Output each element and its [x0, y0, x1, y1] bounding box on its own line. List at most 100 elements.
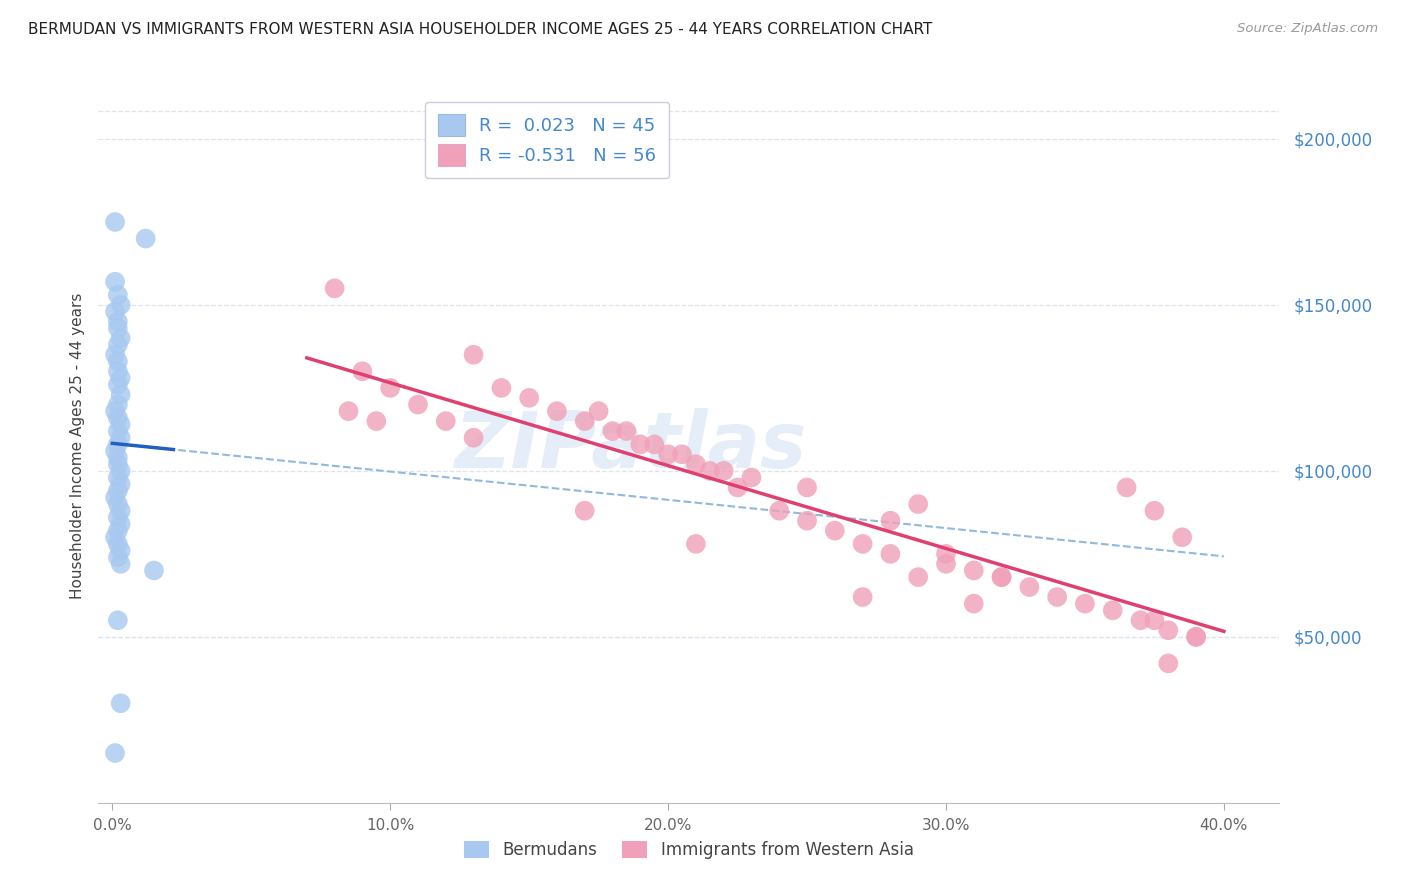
Point: [406, 397, 429, 411]
Point: [107, 410, 129, 425]
Point: [796, 514, 818, 528]
Point: [643, 437, 665, 451]
Point: [107, 537, 129, 551]
Point: [337, 404, 360, 418]
Point: [110, 477, 132, 491]
Point: [135, 231, 157, 245]
Point: [768, 504, 790, 518]
Point: [1115, 481, 1137, 495]
Text: ZIPatlas: ZIPatlas: [454, 408, 806, 484]
Point: [852, 590, 875, 604]
Point: [110, 557, 132, 571]
Point: [1143, 613, 1166, 627]
Point: [824, 524, 846, 538]
Point: [463, 348, 485, 362]
Point: [107, 364, 129, 378]
Point: [104, 530, 127, 544]
Point: [546, 404, 568, 418]
Point: [1185, 630, 1208, 644]
Point: [574, 504, 596, 518]
Point: [107, 377, 129, 392]
Point: [963, 564, 986, 578]
Legend: Bermudans, Immigrants from Western Asia: Bermudans, Immigrants from Western Asia: [457, 834, 921, 866]
Point: [366, 414, 388, 428]
Point: [110, 331, 132, 345]
Point: [657, 447, 679, 461]
Point: [104, 746, 127, 760]
Point: [110, 387, 132, 401]
Point: [110, 298, 132, 312]
Point: [852, 537, 875, 551]
Point: [104, 275, 127, 289]
Text: BERMUDAN VS IMMIGRANTS FROM WESTERN ASIA HOUSEHOLDER INCOME AGES 25 - 44 YEARS C: BERMUDAN VS IMMIGRANTS FROM WESTERN ASIA…: [28, 22, 932, 37]
Point: [907, 570, 929, 584]
Point: [990, 570, 1012, 584]
Point: [107, 354, 129, 368]
Point: [107, 437, 129, 451]
Point: [107, 450, 129, 465]
Point: [628, 437, 651, 451]
Point: [879, 514, 901, 528]
Point: [107, 424, 129, 438]
Point: [1129, 613, 1152, 627]
Point: [107, 457, 129, 471]
Point: [107, 338, 129, 352]
Point: [107, 314, 129, 328]
Point: [796, 481, 818, 495]
Point: [352, 364, 374, 378]
Point: [935, 557, 957, 571]
Point: [110, 504, 132, 518]
Point: [727, 481, 749, 495]
Point: [104, 444, 127, 458]
Point: [491, 381, 513, 395]
Point: [107, 613, 129, 627]
Point: [104, 491, 127, 505]
Point: [107, 524, 129, 538]
Point: [110, 417, 132, 432]
Point: [685, 537, 707, 551]
Point: [1018, 580, 1040, 594]
Point: [740, 470, 762, 484]
Point: [107, 497, 129, 511]
Point: [713, 464, 735, 478]
Point: [602, 424, 624, 438]
Point: [104, 348, 127, 362]
Point: [699, 464, 721, 478]
Point: [110, 371, 132, 385]
Point: [434, 414, 457, 428]
Point: [1074, 597, 1097, 611]
Point: [1171, 530, 1194, 544]
Point: [107, 288, 129, 302]
Point: [143, 564, 166, 578]
Point: [107, 510, 129, 524]
Point: [963, 597, 986, 611]
Point: [380, 381, 402, 395]
Point: [104, 404, 127, 418]
Point: [1157, 624, 1180, 638]
Point: [110, 464, 132, 478]
Point: [107, 321, 129, 335]
Point: [107, 470, 129, 484]
Point: [935, 547, 957, 561]
Point: [110, 431, 132, 445]
Text: Source: ZipAtlas.com: Source: ZipAtlas.com: [1237, 22, 1378, 36]
Point: [574, 414, 596, 428]
Point: [517, 391, 540, 405]
Point: [104, 215, 127, 229]
Point: [110, 696, 132, 710]
Point: [1143, 504, 1166, 518]
Point: [463, 431, 485, 445]
Point: [1101, 603, 1123, 617]
Point: [110, 516, 132, 531]
Point: [588, 404, 610, 418]
Point: [671, 447, 693, 461]
Y-axis label: Householder Income Ages 25 - 44 years: Householder Income Ages 25 - 44 years: [69, 293, 84, 599]
Point: [1157, 657, 1180, 671]
Point: [107, 483, 129, 498]
Point: [110, 543, 132, 558]
Point: [685, 457, 707, 471]
Point: [616, 424, 638, 438]
Point: [879, 547, 901, 561]
Point: [907, 497, 929, 511]
Point: [107, 397, 129, 411]
